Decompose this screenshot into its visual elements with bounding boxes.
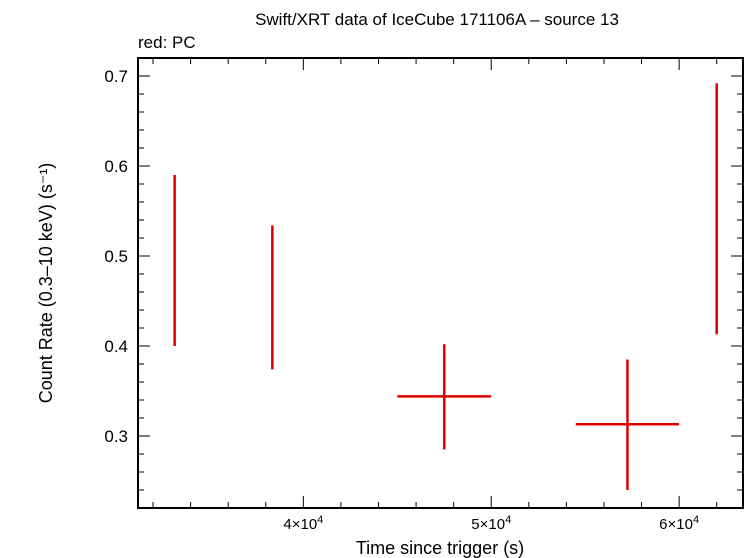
x-tick-label: 4×104 [283,514,323,533]
x-tick-exponent: 4 [693,514,699,526]
chart-title: Swift/XRT data of IceCube 171106A – sour… [255,10,619,29]
y-tick-label: 0.6 [104,157,128,176]
x-tick-labels: 4×104 5×104 6×104 [283,514,699,533]
data-point [575,359,680,490]
data-point [715,83,718,335]
x-axis-label: Time since trigger (s) [356,538,524,558]
data-point [271,225,274,370]
x-tick-label: 5×104 [471,514,511,533]
data-points [173,83,718,490]
y-tick-labels: 0.3 0.4 0.5 0.6 0.7 [104,67,128,446]
data-point [173,175,176,346]
y-tick-label: 0.4 [104,337,128,356]
y-tick-label: 0.7 [104,67,128,86]
x-tick-exponent: 4 [317,514,323,526]
y-axis-label: Count Rate (0.3–10 keV) (s⁻¹) [36,163,56,404]
axis-ticks [138,57,743,509]
chart-subtitle: red: PC [138,33,196,52]
y-tick-label: 0.5 [104,247,128,266]
plot-frame [137,57,744,509]
x-tick-exponent: 4 [505,514,511,526]
data-point [397,344,492,450]
x-tick-label: 6×104 [659,514,699,533]
y-tick-label: 0.3 [104,427,128,446]
